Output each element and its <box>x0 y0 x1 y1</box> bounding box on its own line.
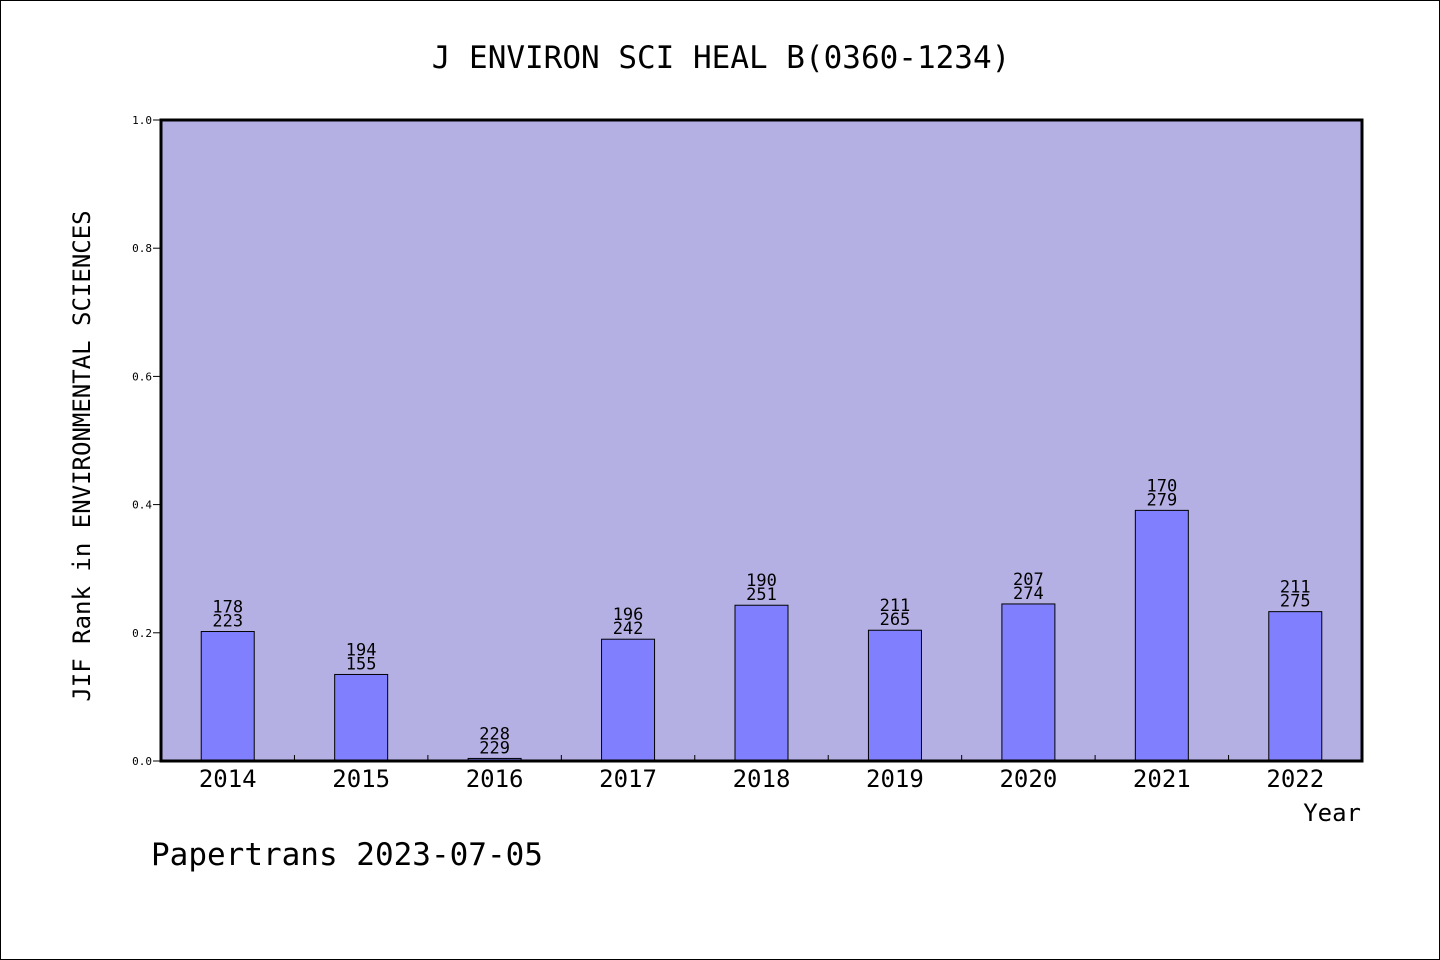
x-tick-label: 2017 <box>599 765 657 793</box>
y-tick-label: 0.4 <box>132 499 152 512</box>
bar-label-bottom: 223 <box>212 612 243 632</box>
bar-2022 <box>1268 611 1323 762</box>
x-tick-label: 2018 <box>733 765 791 793</box>
bar-2021 <box>1134 509 1189 762</box>
y-axis-ticks: 0.0 0.2 0.4 0.6 0.8 1.0 <box>132 114 161 768</box>
bar-label-bottom: 265 <box>880 610 911 630</box>
x-tick-label: 2022 <box>1266 765 1324 793</box>
y-tick-label: 0.8 <box>132 242 152 255</box>
x-axis-ticks: 2014 2015 2016 2017 2018 2019 2020 2021 2022 <box>199 755 1324 793</box>
bar-label-top: 211 <box>880 596 911 616</box>
y-tick-label: 0.2 <box>132 627 152 640</box>
y-tick-label: 0.0 <box>132 755 152 768</box>
bar-label-top: 211 <box>1280 578 1311 598</box>
y-tick-label: 1.0 <box>132 114 152 127</box>
bar-label-top: 178 <box>212 598 243 618</box>
bar-label-top: 194 <box>346 640 377 660</box>
bar-label-bottom: 242 <box>613 619 644 639</box>
bars-group: 1782231941552282291962421902512112652072… <box>200 476 1323 762</box>
bar-2018 <box>734 604 789 762</box>
bar-2020 <box>1001 603 1056 762</box>
x-tick-label: 2016 <box>466 765 524 793</box>
x-tick-label: 2015 <box>332 765 390 793</box>
x-axis-label: Year <box>1303 799 1361 827</box>
bar-label-top: 170 <box>1146 476 1177 496</box>
bar-label-bottom: 279 <box>1146 490 1177 510</box>
bar-label-top: 228 <box>479 724 510 744</box>
bar-label-top: 196 <box>613 605 644 625</box>
bar-label-bottom: 251 <box>746 585 777 605</box>
bar-2014 <box>200 631 255 762</box>
bar-2015 <box>334 673 389 762</box>
bar-2019 <box>867 629 922 762</box>
bar-2017 <box>601 638 656 762</box>
x-tick-label: 2020 <box>999 765 1057 793</box>
bar-label-top: 190 <box>746 571 777 591</box>
bar-label-bottom: 229 <box>479 738 510 758</box>
y-axis-label: JIF Rank in ENVIRONMENTAL SCIENCES <box>68 210 96 701</box>
footer-text: Papertrans 2023-07-05 <box>151 837 543 873</box>
x-tick-label: 2014 <box>199 765 257 793</box>
bar-label-bottom: 155 <box>346 654 377 674</box>
plot-border <box>159 118 1364 763</box>
y-tick-label: 0.6 <box>132 370 152 383</box>
bar-label-bottom: 275 <box>1280 592 1311 612</box>
x-tick-label: 2019 <box>866 765 924 793</box>
bar-label-bottom: 274 <box>1013 584 1044 604</box>
bar-label-top: 207 <box>1013 570 1044 590</box>
chart-title: J ENVIRON SCI HEAL B(0360-1234) <box>432 40 1011 76</box>
x-tick-label: 2021 <box>1133 765 1191 793</box>
